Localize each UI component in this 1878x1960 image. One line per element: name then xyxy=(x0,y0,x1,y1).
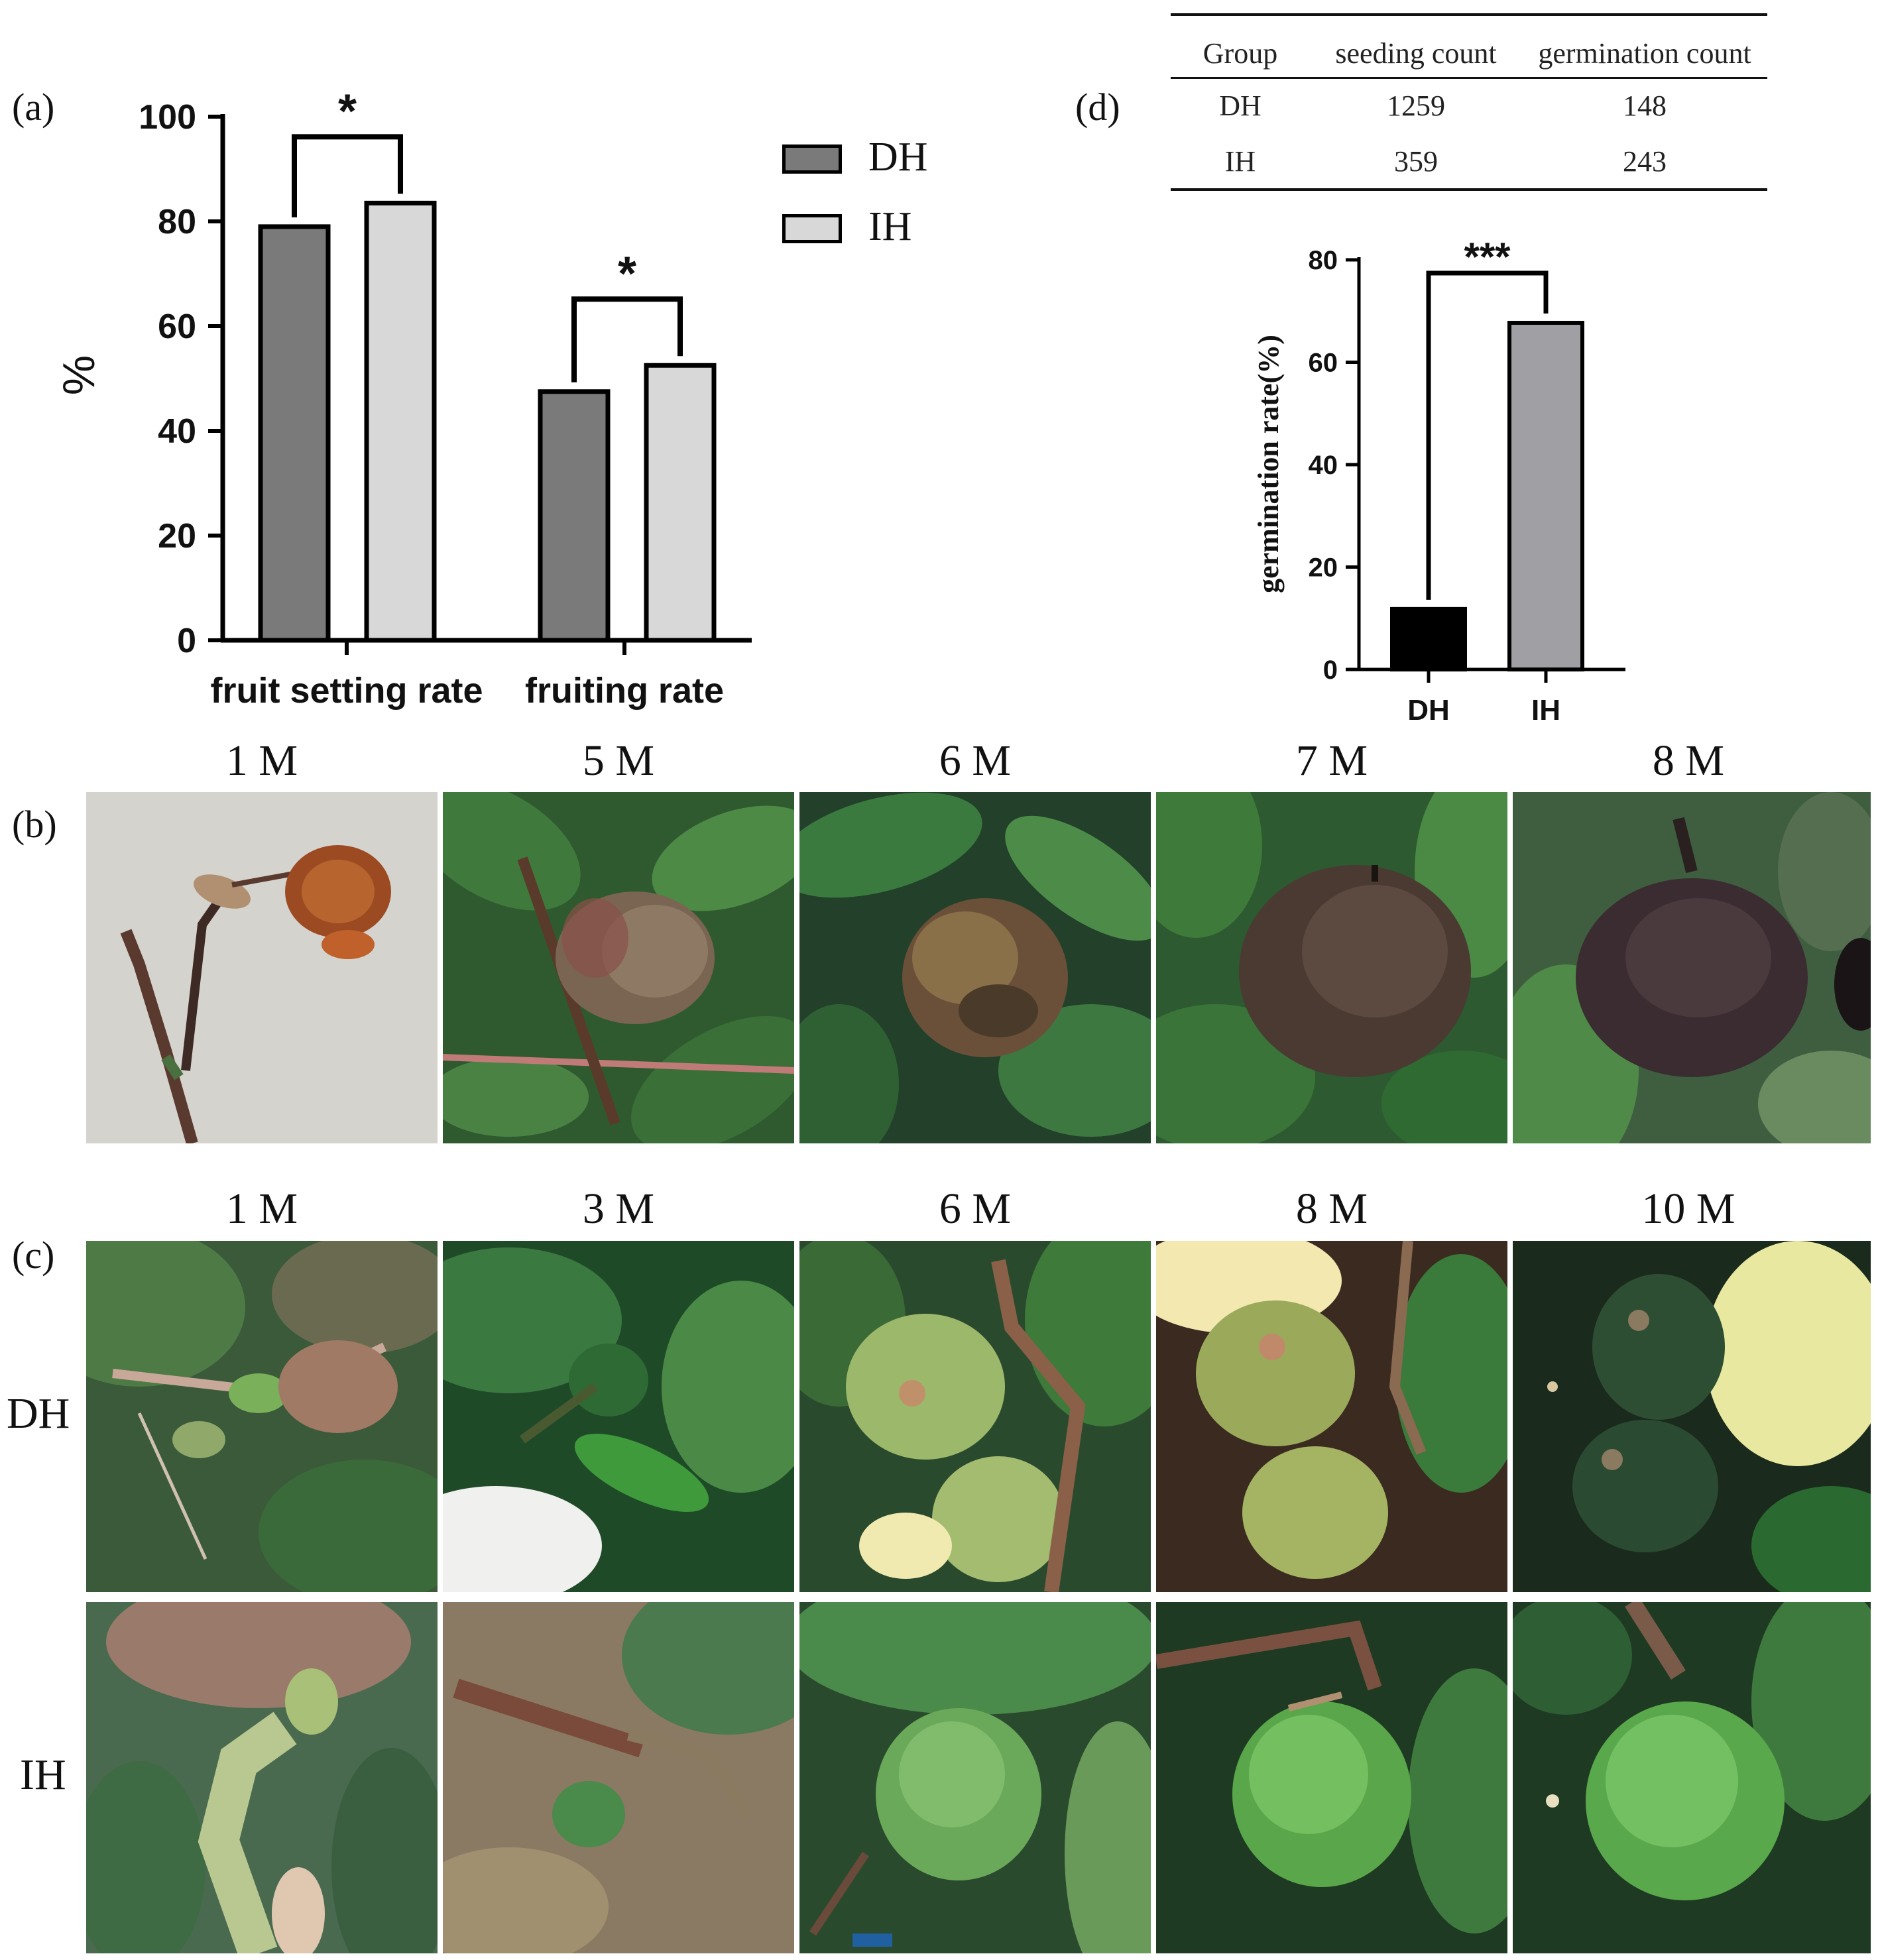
x-tick-label: IH xyxy=(1531,694,1560,726)
table-row: DH 1259 148 xyxy=(1171,77,1767,134)
table-d-rule-bottom xyxy=(1171,188,1767,191)
photo-c-dh-10m xyxy=(1513,1241,1871,1592)
table-cell: 1259 xyxy=(1387,89,1445,122)
table-row: IH 359 243 xyxy=(1171,134,1767,188)
table-cell: IH xyxy=(1224,144,1256,178)
x-tick-label: fruiting rate xyxy=(525,671,724,711)
photo-b-1m-flower xyxy=(86,792,438,1143)
bar-dh xyxy=(258,224,331,643)
significance-mark: *** xyxy=(1464,235,1511,279)
x-tick-label: fruit setting rate xyxy=(210,671,483,711)
photo-c-title: 6 M xyxy=(939,1184,1012,1233)
photo-c-title: 10 M xyxy=(1641,1184,1735,1233)
photo-b-title: 5 M xyxy=(582,736,655,785)
table-cell: DH xyxy=(1219,89,1262,122)
y-tick-label: 100 xyxy=(139,98,196,137)
photo-c-dh-1m xyxy=(86,1241,438,1592)
panel-label-d: (d) xyxy=(1075,86,1120,129)
row-label-dh: DH xyxy=(7,1389,70,1438)
photo-b-title: 7 M xyxy=(1295,736,1368,785)
bar-ih xyxy=(644,363,717,643)
photo-c-ih-6m xyxy=(799,1602,1151,1953)
panel-label-a: (a) xyxy=(12,86,55,129)
y-tick-label: 0 xyxy=(1323,656,1338,685)
x-tick-label: DH xyxy=(1407,694,1450,726)
y-tick-label: 40 xyxy=(1309,451,1338,480)
y-tick-label: 60 xyxy=(158,308,196,346)
photo-c-dh-3m xyxy=(443,1241,794,1592)
table-header-row: Group seeding count germination count xyxy=(1171,29,1767,77)
bar-ih xyxy=(1507,321,1584,671)
legend-label-ih: IH xyxy=(868,204,912,249)
significance-mark: * xyxy=(618,247,636,300)
y-tick-label: 40 xyxy=(158,412,196,451)
row-label-ih: IH xyxy=(20,1751,66,1799)
photo-b-7m-fruit xyxy=(1156,792,1507,1143)
photo-c-ih-8m xyxy=(1156,1602,1507,1953)
photo-c-ih-3m xyxy=(443,1602,794,1953)
photo-b-5m-fruit xyxy=(443,792,794,1143)
y-tick-label: 60 xyxy=(1309,349,1338,378)
panel-label-b: (b) xyxy=(12,803,57,846)
significance-bracket xyxy=(1426,270,1549,600)
table-cell: 148 xyxy=(1623,89,1667,122)
table-cell: 243 xyxy=(1623,144,1667,178)
table-header-cell: germination count xyxy=(1538,36,1751,70)
photo-c-ih-1m xyxy=(86,1602,438,1953)
table-d: Group seeding count germination count DH… xyxy=(1171,29,1767,188)
y-tick-label: 0 xyxy=(177,622,196,660)
table-header-cell: seeding count xyxy=(1335,36,1497,70)
y-tick-label: 20 xyxy=(158,517,196,555)
legend-swatch-ih xyxy=(782,214,842,243)
y-tick-label: 20 xyxy=(1309,553,1338,583)
photo-c-ih-10m xyxy=(1513,1602,1871,1953)
photo-b-title: 1 M xyxy=(225,736,298,785)
legend-swatch-dh xyxy=(782,144,842,174)
chart-a: 0 20 40 60 80 100% fruit setting rate * fruiting… xyxy=(54,85,752,711)
photo-c-title: 3 M xyxy=(582,1184,655,1233)
photo-c-dh-6m xyxy=(799,1241,1151,1592)
y-tick-label: 80 xyxy=(1309,246,1338,275)
photo-b-8m-fruit xyxy=(1513,792,1871,1143)
significance-bracket xyxy=(292,134,403,217)
y-axis-label: % xyxy=(54,355,104,395)
table-cell: 359 xyxy=(1394,144,1438,178)
bar-ih xyxy=(364,200,437,643)
significance-mark: * xyxy=(338,85,357,138)
chart-d: 0 20 40 60 80 germination rate(%) DH IH *** xyxy=(1252,235,1625,726)
photo-c-title: 1 M xyxy=(225,1184,298,1233)
photo-c-title: 8 M xyxy=(1295,1184,1368,1233)
photo-b-6m-fruit xyxy=(799,792,1151,1143)
significance-bracket xyxy=(571,296,683,382)
table-d-rule-mid xyxy=(1171,77,1767,79)
bar-dh xyxy=(538,389,611,643)
legend-label-dh: DH xyxy=(868,135,928,180)
bar-dh xyxy=(1390,606,1467,671)
photo-b-title: 6 M xyxy=(939,736,1012,785)
y-axis-label: germination rate(%) xyxy=(1252,335,1285,593)
table-d-rule-top xyxy=(1171,13,1767,16)
photo-c-dh-8m xyxy=(1156,1241,1507,1592)
panel-label-c: (c) xyxy=(12,1234,55,1277)
y-tick-label: 80 xyxy=(158,203,196,241)
table-header-cell: Group xyxy=(1203,36,1278,70)
photo-b-title: 8 M xyxy=(1652,736,1725,785)
